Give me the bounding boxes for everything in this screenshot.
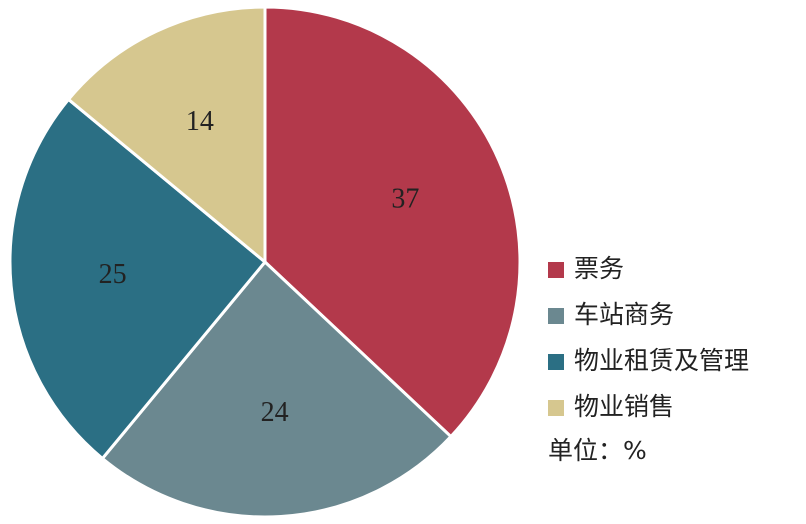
legend-swatch — [548, 308, 564, 324]
slice-label: 37 — [391, 184, 419, 215]
slice-label: 24 — [261, 397, 289, 428]
pie-slice — [66, 5, 267, 266]
slice-label: 14 — [186, 106, 214, 137]
legend-swatch — [548, 262, 564, 278]
legend-label: 票务 — [574, 254, 624, 283]
legend-label: 车站商务 — [574, 300, 674, 329]
legend-label: 物业租赁及管理 — [574, 346, 749, 375]
pie-slice — [263, 5, 522, 439]
legend-swatch — [548, 354, 564, 370]
pie-slice — [100, 259, 454, 519]
slice-label: 25 — [99, 259, 127, 290]
unit-note: 单位：% — [548, 436, 647, 465]
pie-slice — [8, 97, 268, 461]
legend-swatch — [548, 400, 564, 416]
legend-label: 物业销售 — [574, 392, 674, 421]
